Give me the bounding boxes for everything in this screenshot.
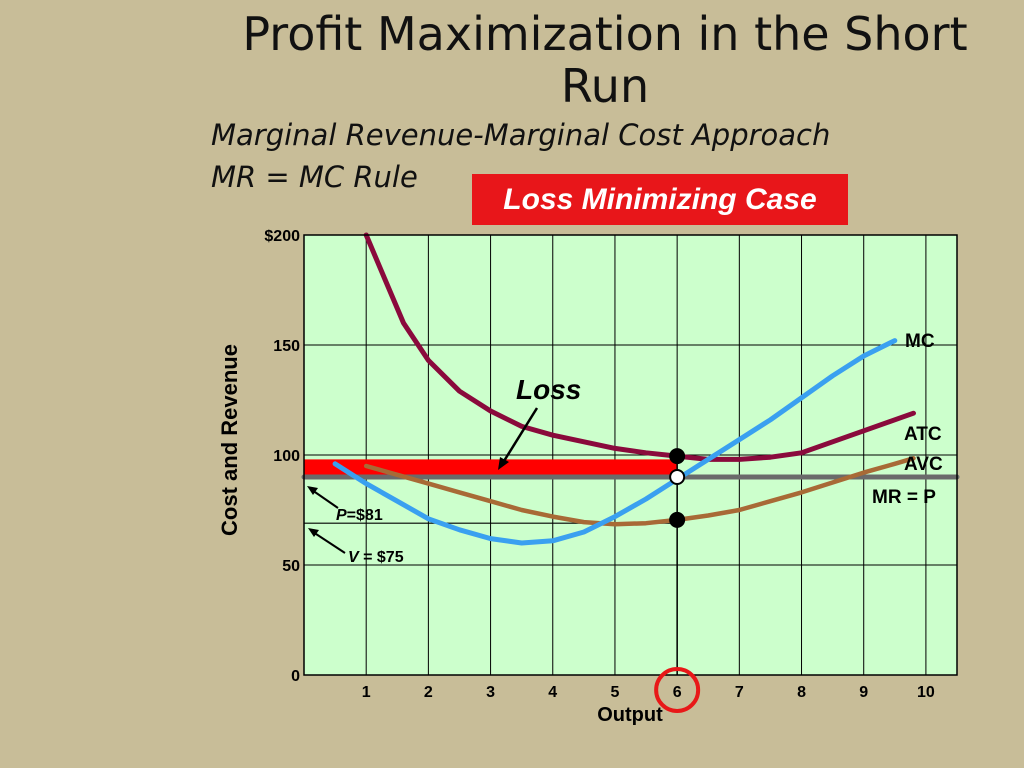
highlight-circle [654,667,701,713]
price-annotation: P=$81 [336,507,383,524]
x-tick-label-5: 5 [610,684,619,701]
avc-label: AVC [904,454,943,475]
point-1 [669,469,686,485]
subtitle-approach: Marginal Revenue-Marginal Cost Approach [211,118,831,152]
slide-title: Profit Maximization in the Short Run [242,7,968,113]
avc-value-annotation: V = $75 [348,549,404,566]
subtitle-rule: MR = MC Rule [211,160,418,194]
avc-arrow-head [308,528,319,537]
x-tick-label-6: 6 [673,684,682,701]
point-2 [669,511,686,528]
x-tick-label-2: 2 [424,684,433,701]
y-tick-label-100: 100 [273,448,300,465]
atc-label: ATC [904,424,942,445]
x-tick-label-4: 4 [548,684,557,701]
point-0 [669,448,686,465]
y-axis-label: Cost and Revenue [217,344,242,536]
price-arrow-shaft [311,489,339,509]
x-tick-label-1: 1 [362,684,371,701]
series-mc-line [332,338,898,546]
grid [304,235,957,675]
case-badge: Loss Minimizing Case [472,174,848,225]
mc-label: MC [905,331,935,352]
y-tick-label-150: 150 [273,338,300,355]
x-tick-label-8: 8 [797,684,806,701]
price-arrow-head [307,486,318,495]
y-axis-ticks: 0 50 100 150 $200 [264,228,300,685]
x-axis-ticks: 1 2 3 4 5 6 7 8 9 10 [362,684,935,701]
series-avc-line [363,456,916,527]
plot-frame [303,234,958,676]
equilibrium-points [669,448,686,528]
y-tick-label-0: 0 [291,668,300,685]
loss-arrow-shaft [502,407,539,462]
loss-label: Loss [516,374,581,405]
x-tick-label-7: 7 [735,684,744,701]
y-tick-label-50: 50 [282,558,300,575]
x-tick-label-10: 10 [917,684,935,701]
avc-arrow-shaft [312,531,346,554]
x-tick-label-9: 9 [859,684,868,701]
x-tick-label-3: 3 [486,684,495,701]
series-atc-line [363,232,916,462]
mr-label: MR = P [872,487,936,508]
loss-arrow-head [498,457,509,470]
y-tick-label-200: $200 [264,228,300,245]
x-axis-label: Output [597,704,663,726]
loss-area [304,459,678,477]
